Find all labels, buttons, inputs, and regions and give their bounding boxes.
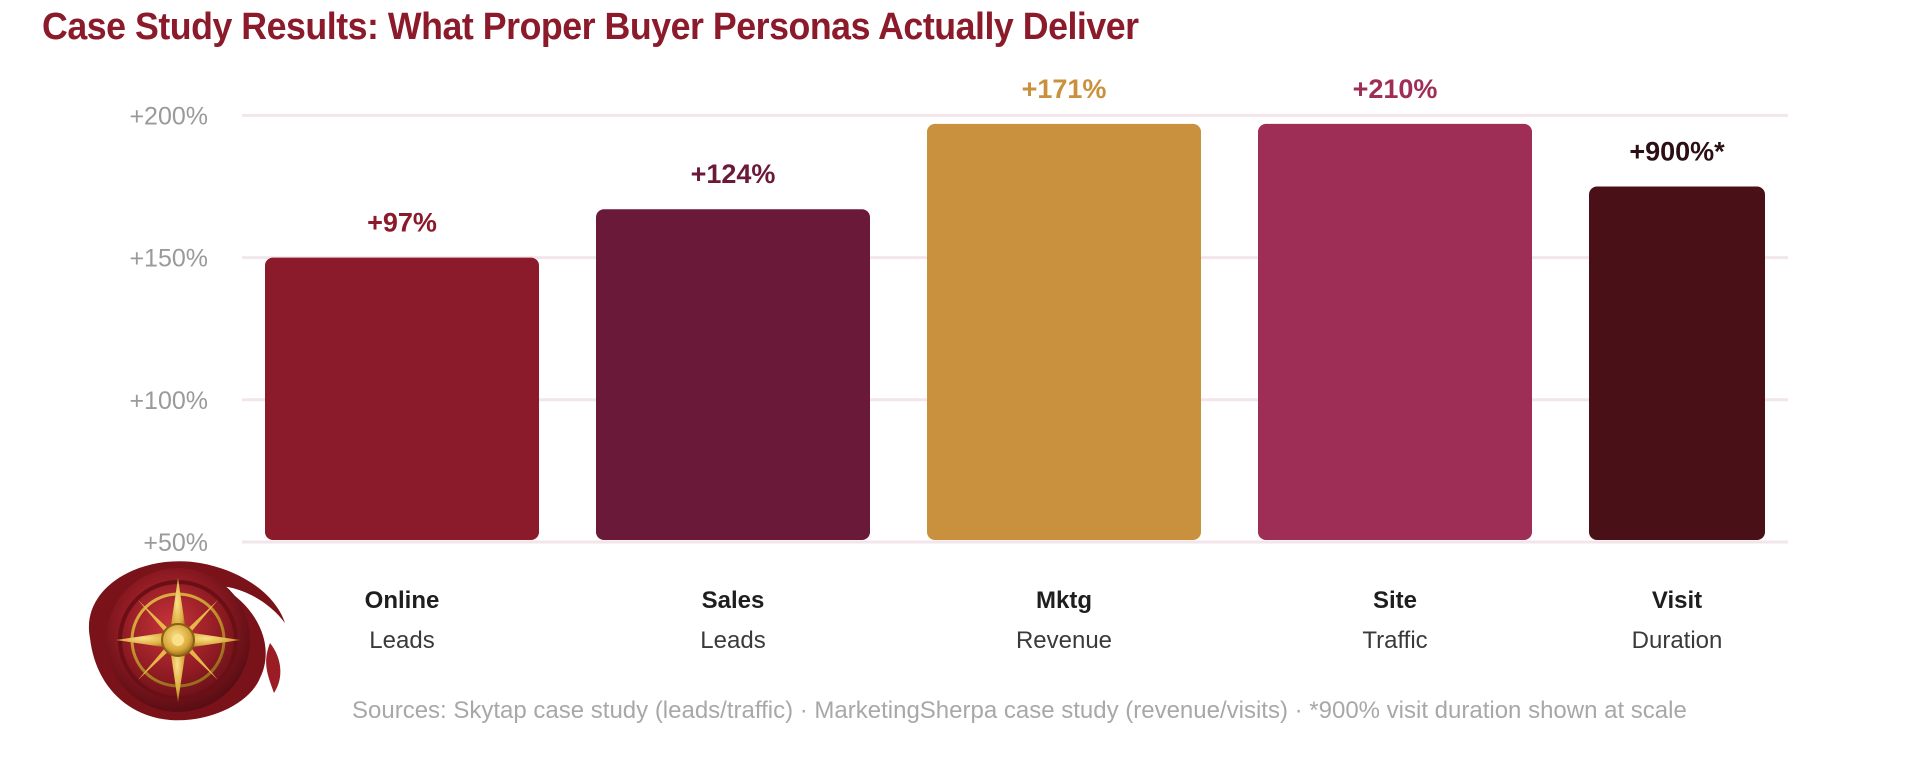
value-label: +900%* xyxy=(1629,136,1725,166)
compass-seal-logo xyxy=(70,548,292,726)
y-tick-label: +200% xyxy=(129,102,208,130)
category-label-line1: Online xyxy=(365,587,440,614)
category-label-line2: Leads xyxy=(700,627,765,654)
y-tick-label: +50% xyxy=(143,529,208,557)
value-labels: +97% +124% +171% +210% +900%* xyxy=(367,74,1725,238)
category-label-line1: Sales xyxy=(702,587,765,614)
bar-site xyxy=(1258,123,1532,540)
y-axis-ticks: +50% +100% +150% +200% xyxy=(129,102,208,557)
category-label-line1: Visit xyxy=(1652,587,1702,614)
chart-title: Case Study Results: What Proper Buyer Pe… xyxy=(42,6,1139,48)
bar-online xyxy=(265,257,539,540)
bars xyxy=(265,123,1765,540)
category-label-line2: Traffic xyxy=(1362,627,1427,654)
bar-mktg xyxy=(927,123,1201,540)
value-label: +97% xyxy=(367,208,437,238)
value-label: +171% xyxy=(1022,74,1107,104)
y-tick-label: +150% xyxy=(129,245,208,273)
category-label-line1: Site xyxy=(1373,587,1417,614)
y-tick-label: +100% xyxy=(129,387,208,415)
bar-visit xyxy=(1589,186,1765,540)
category-label-line2: Revenue xyxy=(1016,627,1112,654)
bar-sales xyxy=(596,209,870,540)
value-label: +124% xyxy=(691,159,776,189)
category-label-line1: Mktg xyxy=(1036,587,1092,614)
sources-note: Sources: Skytap case study (leads/traffi… xyxy=(352,697,1687,724)
category-label-line2: Leads xyxy=(369,627,434,654)
value-label: +210% xyxy=(1353,74,1438,104)
category-labels: Online Leads Sales Leads Mktg Revenue Site Traf… xyxy=(365,587,1723,654)
category-label-line2: Duration xyxy=(1632,627,1723,654)
